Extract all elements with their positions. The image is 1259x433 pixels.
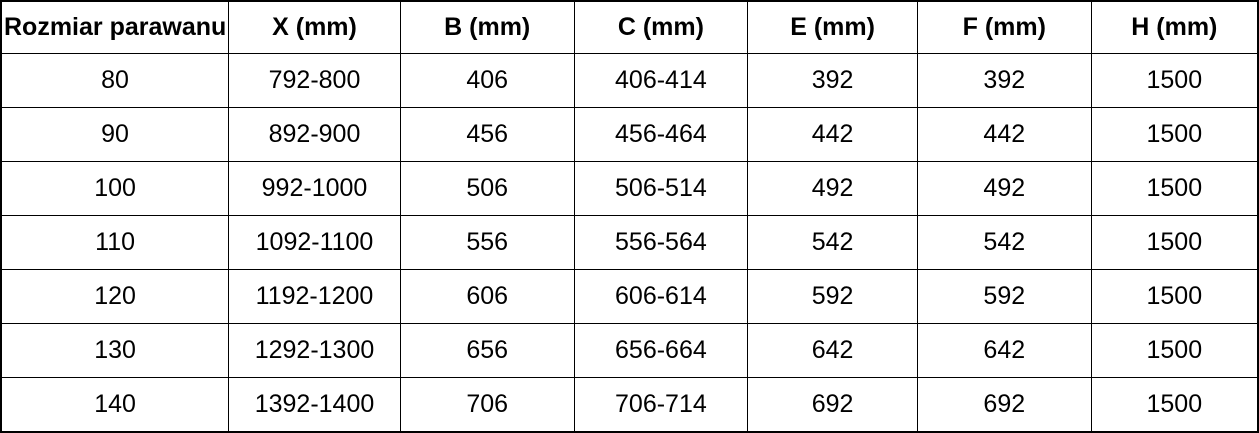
table-cell: 1500 (1090, 376, 1259, 433)
table-cell: 90 (0, 106, 230, 162)
column-header: H (mm) (1090, 0, 1259, 54)
table-cell: 392 (916, 53, 1092, 108)
table-row: 90 892-900 456 456-464 442 442 1500 (0, 106, 1259, 162)
table-cell: 1092-1100 (228, 214, 401, 270)
table-row: 120 1192-1200 606 606-614 592 592 1500 (0, 268, 1259, 324)
table-cell: 556 (399, 214, 575, 270)
column-header: E (mm) (747, 0, 918, 54)
table-cell: 140 (0, 376, 230, 433)
table-cell: 492 (916, 160, 1092, 216)
table-header-row: Rozmiar parawanu X (mm) B (mm) C (mm) E (mm)… (0, 0, 1259, 54)
table-cell: 706-714 (573, 376, 749, 433)
column-header: F (mm) (916, 0, 1092, 54)
table-cell: 442 (916, 106, 1092, 162)
table-cell: 506-514 (573, 160, 749, 216)
table-row: 140 1392-1400 706 706-714 692 692 1500 (0, 376, 1259, 433)
table-cell: 706 (399, 376, 575, 433)
table-body: 80 792-800 406 406-414 392 392 1500 90 892-900 45… (0, 53, 1259, 433)
table-cell: 1392-1400 (228, 376, 401, 433)
table-row: 130 1292-1300 656 656-664 642 642 1500 (0, 322, 1259, 378)
table-cell: 542 (916, 214, 1092, 270)
table-cell: 100 (0, 160, 230, 216)
table-cell: 592 (916, 268, 1092, 324)
table-cell: 406-414 (573, 53, 749, 108)
table-cell: 80 (0, 53, 230, 108)
table-cell: 892-900 (228, 106, 401, 162)
table-cell: 506 (399, 160, 575, 216)
table-cell: 592 (747, 268, 918, 324)
table-cell: 1500 (1090, 214, 1259, 270)
table-cell: 606 (399, 268, 575, 324)
column-header: C (mm) (573, 0, 749, 54)
table-cell: 792-800 (228, 53, 401, 108)
table-cell: 442 (747, 106, 918, 162)
table-cell: 656 (399, 322, 575, 378)
table-cell: 642 (916, 322, 1092, 378)
table-cell: 556-564 (573, 214, 749, 270)
table-cell: 1192-1200 (228, 268, 401, 324)
table-cell: 130 (0, 322, 230, 378)
column-header: X (mm) (228, 0, 401, 54)
table-cell: 120 (0, 268, 230, 324)
table-cell: 992-1000 (228, 160, 401, 216)
table-row: 80 792-800 406 406-414 392 392 1500 (0, 53, 1259, 108)
table-cell: 1500 (1090, 160, 1259, 216)
column-header: B (mm) (399, 0, 575, 54)
table-cell: 392 (747, 53, 918, 108)
table-cell: 456 (399, 106, 575, 162)
table-cell: 492 (747, 160, 918, 216)
table-cell: 692 (916, 376, 1092, 433)
column-header: Rozmiar parawanu (0, 0, 230, 54)
table-cell: 692 (747, 376, 918, 433)
table-cell: 1500 (1090, 53, 1259, 108)
table-cell: 1292-1300 (228, 322, 401, 378)
table-cell: 1500 (1090, 268, 1259, 324)
table-row: 100 992-1000 506 506-514 492 492 1500 (0, 160, 1259, 216)
table-cell: 406 (399, 53, 575, 108)
table-row: 110 1092-1100 556 556-564 542 542 1500 (0, 214, 1259, 270)
table-cell: 456-464 (573, 106, 749, 162)
table-cell: 1500 (1090, 106, 1259, 162)
table-cell: 642 (747, 322, 918, 378)
table-cell: 542 (747, 214, 918, 270)
table-cell: 1500 (1090, 322, 1259, 378)
table-cell: 656-664 (573, 322, 749, 378)
table-cell: 110 (0, 214, 230, 270)
header-row: Rozmiar parawanu X (mm) B (mm) C (mm) E (mm)… (0, 0, 1259, 54)
table-cell: 606-614 (573, 268, 749, 324)
